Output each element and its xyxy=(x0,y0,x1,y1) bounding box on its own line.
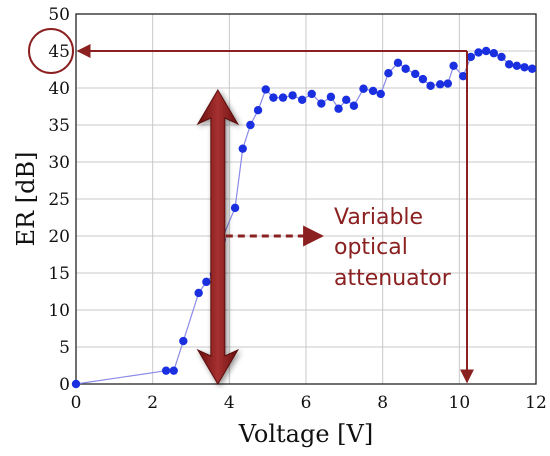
data-point xyxy=(349,101,359,110)
data-point xyxy=(269,93,278,102)
data-point xyxy=(194,288,203,298)
data-point xyxy=(71,379,81,389)
data-point xyxy=(527,64,537,73)
y-tick-label: 20 xyxy=(48,227,70,247)
max-er-circle xyxy=(28,28,74,74)
data-point xyxy=(246,120,255,130)
data-point xyxy=(278,93,288,102)
data-point xyxy=(342,95,351,105)
plot-frame xyxy=(75,13,537,385)
data-point xyxy=(384,69,393,78)
data-point xyxy=(520,63,529,72)
data-point xyxy=(317,99,326,108)
data-point xyxy=(238,144,247,153)
data-point xyxy=(418,74,428,84)
data-point xyxy=(458,71,468,81)
data-point xyxy=(481,46,491,56)
data-point xyxy=(261,85,270,94)
data-point xyxy=(359,84,368,93)
data-point xyxy=(202,277,211,287)
data-point xyxy=(368,86,378,96)
data-point xyxy=(376,89,385,99)
annotation-line-1: Variable xyxy=(334,205,423,230)
x-tick-label: 6 xyxy=(301,393,312,413)
data-point xyxy=(334,104,343,113)
y-tick-label: 45 xyxy=(48,42,70,62)
x-tick-label: 10 xyxy=(449,393,471,413)
y-axis-title: ER [dB] xyxy=(12,152,40,247)
y-tick-labels: 0 5 10 15 20 25 30 35 40 45 50 xyxy=(48,5,70,395)
data-point xyxy=(497,52,506,62)
annotation-line-2: optical xyxy=(334,235,408,260)
data-point xyxy=(179,336,188,346)
data-point xyxy=(449,61,458,70)
y-tick-label: 35 xyxy=(48,116,70,136)
data-point xyxy=(504,60,514,69)
x-axis-title: Voltage [V] xyxy=(238,420,373,448)
x-tick-label: 12 xyxy=(525,393,547,413)
data-point xyxy=(326,92,336,102)
x-tick-label: 0 xyxy=(71,393,82,413)
data-points xyxy=(71,46,537,389)
y-tick-label: 25 xyxy=(48,190,70,210)
data-point xyxy=(466,52,476,62)
data-point xyxy=(230,203,240,213)
range-double-arrow-shape xyxy=(196,89,240,385)
data-point xyxy=(253,106,263,115)
annotation-line-3: attenuator xyxy=(334,266,452,291)
range-double-arrow xyxy=(196,89,240,385)
y-tick-label: 5 xyxy=(59,338,70,358)
data-point xyxy=(307,89,316,99)
data-point xyxy=(393,58,403,68)
annotations: Variable optical attenuator xyxy=(28,28,474,385)
data-point xyxy=(435,80,445,89)
x-tick-label: 4 xyxy=(224,393,235,413)
data-point xyxy=(288,91,297,100)
y-tick-label: 15 xyxy=(48,264,70,284)
x-tick-label: 2 xyxy=(147,393,158,413)
data-point xyxy=(297,95,307,105)
data-point xyxy=(426,81,435,90)
y-tick-label: 40 xyxy=(48,79,70,99)
data-point xyxy=(512,61,522,70)
data-point xyxy=(411,69,420,79)
y-tick-label: 0 xyxy=(59,375,70,395)
data-point xyxy=(474,48,483,57)
y-tick-label: 50 xyxy=(48,5,70,25)
data-point xyxy=(401,64,410,73)
y-tick-label: 10 xyxy=(48,301,70,321)
data-point xyxy=(443,79,453,88)
x-tick-label: 8 xyxy=(377,393,388,413)
y-tick-label: 30 xyxy=(48,153,70,173)
x-tick-labels: 0 2 4 6 8 10 12 xyxy=(71,393,547,413)
data-point xyxy=(169,366,178,375)
data-point xyxy=(161,366,171,375)
data-point xyxy=(489,49,499,58)
